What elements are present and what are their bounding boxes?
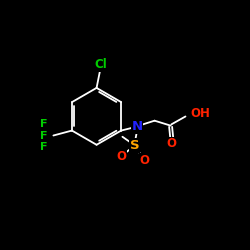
Text: OH: OH	[190, 107, 210, 120]
Text: S: S	[130, 139, 140, 152]
Text: O: O	[116, 150, 126, 163]
Text: N: N	[132, 120, 143, 133]
Text: O: O	[167, 137, 177, 150]
Text: F: F	[40, 130, 47, 140]
Text: O: O	[140, 154, 150, 167]
Text: F: F	[40, 120, 47, 130]
Text: F: F	[40, 142, 47, 152]
Text: Cl: Cl	[94, 58, 107, 71]
